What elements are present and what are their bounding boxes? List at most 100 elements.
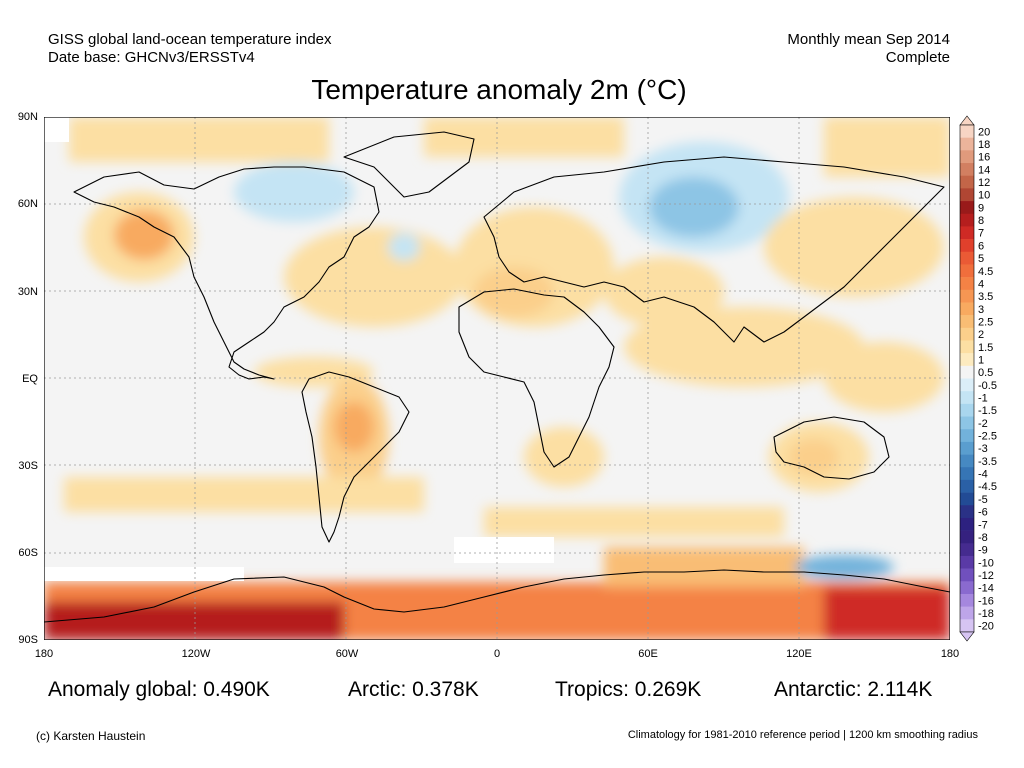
- lon-label: 120W: [181, 648, 211, 660]
- colorbar-label: 4.5: [978, 266, 993, 278]
- lon-label: 180: [940, 648, 960, 660]
- lat-label: 90N: [17, 111, 38, 123]
- anomaly-patch: [789, 439, 839, 475]
- colorbar-swatch: [960, 201, 974, 215]
- colorbar-swatch: [960, 391, 974, 405]
- graticule: [44, 117, 950, 640]
- anomaly-patch: [524, 427, 604, 487]
- colorbar-label: -1.5: [978, 405, 997, 417]
- anomaly-patch: [284, 227, 464, 327]
- arctic-anomaly: Arctic: 0.378K: [348, 678, 479, 701]
- africa-outline: [458, 288, 615, 468]
- lat-label: EQ: [22, 373, 38, 385]
- anomaly-patch: [69, 117, 329, 162]
- colorbar-swatch: [960, 163, 974, 176]
- lon-label: 60W: [335, 648, 359, 660]
- anomaly-patch: [334, 402, 374, 452]
- colorbar-swatch: [960, 327, 974, 341]
- colorbar-label: -3.5: [978, 456, 997, 468]
- anomaly-map: [44, 117, 950, 640]
- anomaly-field: [44, 117, 950, 640]
- lon-label: 0: [493, 648, 501, 660]
- colorbar-label: 5: [978, 253, 984, 265]
- colorbar-label: 0.5: [978, 367, 993, 379]
- colorbar-swatch: [960, 175, 974, 189]
- anomaly-patch: [114, 210, 174, 260]
- antarctica-outline: [44, 569, 950, 623]
- global-anomaly: Anomaly global: 0.490K: [48, 678, 270, 701]
- lon-label: 60E: [638, 648, 658, 660]
- colorbar-swatch: [960, 150, 974, 164]
- eurasia-outline: [483, 156, 945, 343]
- colorbar-label: 18: [978, 139, 990, 151]
- colorbar-label: -2: [978, 418, 988, 430]
- header-left: GISS global land-ocean temperature index…: [48, 31, 332, 67]
- colorbar-swatch: [960, 239, 974, 253]
- anomaly-patch: [234, 162, 354, 222]
- colorbar-label: -7: [978, 519, 988, 531]
- colorbar-label: -3: [978, 443, 988, 455]
- anomaly-patch: [604, 547, 804, 587]
- colorbar-swatch: [960, 479, 974, 493]
- colorbar-swatch: [960, 429, 974, 443]
- colorbar-label: -20: [978, 621, 994, 633]
- lon-label: 180: [34, 648, 54, 660]
- anomaly-patch: [649, 177, 739, 237]
- colorbar: 201816141210987654.543.532.521.510.5-0.5…: [959, 115, 997, 642]
- lon-label: 120E: [786, 648, 812, 660]
- colorbar-swatch: [960, 593, 974, 607]
- no-data-patch: [44, 567, 244, 581]
- no-data-patch: [44, 117, 69, 142]
- colorbar-label: -4.5: [978, 481, 997, 493]
- index-name: GISS global land-ocean temperature index: [48, 31, 332, 48]
- tropics-anomaly: Tropics: 0.269K: [555, 678, 702, 701]
- colorbar-swatch: [960, 226, 974, 240]
- colorbar-labels: 201816141210987654.543.532.521.510.5-0.5…: [978, 126, 997, 632]
- colorbar-max-arrow: [959, 115, 975, 126]
- colorbar-swatch: [960, 277, 974, 291]
- anomaly-patch: [424, 117, 624, 157]
- anomaly-patch: [64, 477, 424, 512]
- colorbar-swatch: [960, 441, 974, 455]
- colorbar-swatch: [960, 188, 974, 202]
- colorbar-label: 9: [978, 202, 984, 214]
- colorbar-label: -18: [978, 608, 994, 620]
- anomaly-patch: [824, 587, 950, 640]
- colorbar-label: 4: [978, 278, 984, 290]
- climatology-note: Climatology for 1981-2010 reference peri…: [627, 729, 978, 741]
- colorbar-swatch: [960, 137, 974, 151]
- colorbar-swatch: [960, 505, 974, 519]
- colorbar-swatch: [960, 213, 974, 227]
- colorbar-label: -5: [978, 494, 988, 506]
- colorbar-label: 3.5: [978, 291, 993, 303]
- colorbar-label: -10: [978, 557, 994, 569]
- colorbar-label: 2: [978, 329, 984, 341]
- colorbar-swatches: [959, 115, 975, 642]
- south-america-outline: [301, 371, 410, 543]
- colorbar-label: -12: [978, 570, 994, 582]
- anomaly-patch: [624, 307, 864, 387]
- colorbar-label: -4: [978, 469, 988, 481]
- colorbar-label: 14: [978, 164, 990, 176]
- colorbar-swatch: [960, 340, 974, 354]
- period-label: Monthly mean Sep 2014: [787, 31, 950, 48]
- anomaly-patch: [824, 342, 944, 412]
- colorbar-swatch: [960, 125, 974, 138]
- colorbar-label: 1: [978, 354, 984, 366]
- anomaly-patch: [824, 117, 950, 177]
- colorbar-swatch: [960, 403, 974, 417]
- north-america-outline: [73, 166, 380, 380]
- lat-label: 60S: [18, 547, 38, 559]
- colorbar-label: -14: [978, 583, 994, 595]
- colorbar-swatch: [960, 568, 974, 582]
- colorbar-label: 7: [978, 228, 984, 240]
- lat-label: 30N: [17, 286, 38, 298]
- colorbar-swatch: [960, 517, 974, 531]
- map-title: Temperature anomaly 2m (°C): [311, 74, 687, 105]
- colorbar-swatch: [960, 353, 974, 367]
- colorbar-swatch: [960, 416, 974, 430]
- colorbar-swatch: [960, 606, 974, 620]
- coastlines: [44, 131, 950, 623]
- colorbar-swatch: [960, 251, 974, 265]
- antarctic-anomaly: Antarctic: 2.114K: [774, 678, 933, 701]
